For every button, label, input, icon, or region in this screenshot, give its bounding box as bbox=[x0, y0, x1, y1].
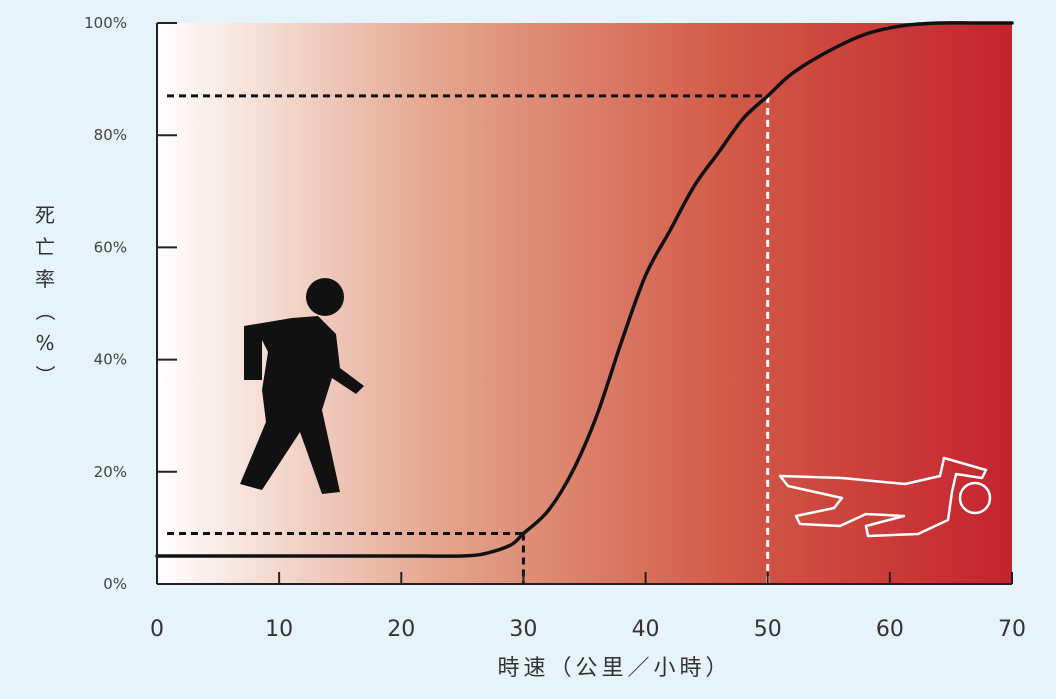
y-axis-label-char: 死 bbox=[35, 203, 55, 227]
x-tick-label: 60 bbox=[876, 617, 904, 642]
y-axis-label-char: ） bbox=[33, 365, 57, 385]
x-tick-label: 0 bbox=[150, 617, 164, 642]
plot-background bbox=[157, 23, 1012, 584]
x-tick-label: 70 bbox=[998, 617, 1026, 642]
y-tick-label: 20% bbox=[94, 463, 127, 481]
walking-pedestrian-icon bbox=[240, 278, 364, 494]
y-axis-label-char: 率 bbox=[35, 267, 55, 291]
y-axis-label: 死亡率 （% ） bbox=[33, 203, 57, 385]
y-tick-label: 60% bbox=[94, 238, 127, 256]
x-tick-label: 50 bbox=[754, 617, 782, 642]
axes: 0% 20% 40% 60% 80% 100% 0 10 20 30 40 50 60 70 時速（公里／小… bbox=[33, 14, 1026, 681]
x-tick-label: 10 bbox=[265, 617, 293, 642]
fallen-body-outline-icon bbox=[778, 456, 992, 538]
x-tick-label: 30 bbox=[509, 617, 537, 642]
x-tick-label: 40 bbox=[632, 617, 660, 642]
y-tick-label: 80% bbox=[94, 126, 127, 144]
y-tick-label: 40% bbox=[94, 351, 127, 369]
y-tick-label: 0% bbox=[103, 575, 127, 593]
y-axis-label-char: （ bbox=[33, 301, 57, 321]
x-tick-label: 20 bbox=[387, 617, 415, 642]
series-line-0 bbox=[155, 21, 1014, 558]
x-axis-label: 時速（公里／小時） bbox=[497, 656, 731, 681]
y-tick-label: 100% bbox=[84, 14, 127, 32]
y-axis-label-char: % bbox=[35, 331, 54, 355]
y-axis-label-char: 亡 bbox=[35, 235, 55, 259]
series-layer bbox=[155, 21, 1014, 558]
